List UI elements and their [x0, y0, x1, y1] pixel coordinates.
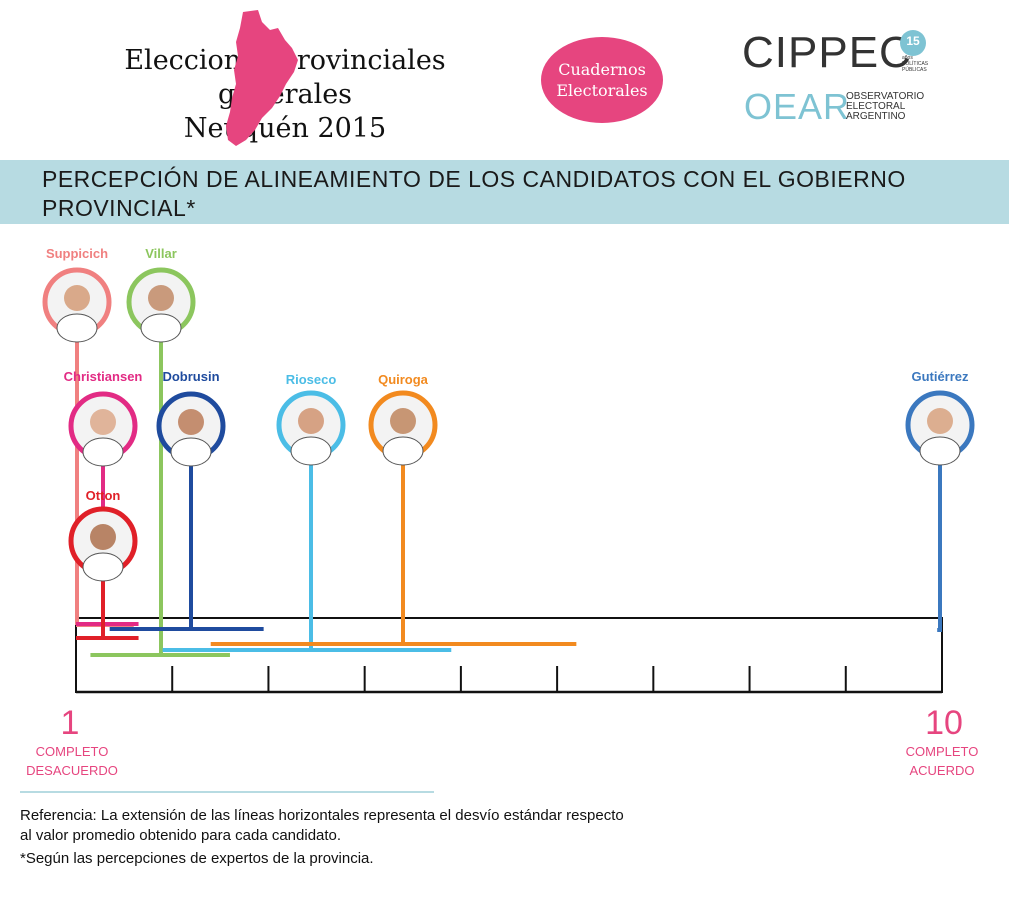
avatar-shoulders-icon	[82, 552, 124, 582]
candidate-otton: Otton	[68, 488, 139, 640]
avatar-face-icon	[148, 285, 174, 311]
candidate-dobrusin: Dobrusin	[109, 369, 264, 631]
avatar-face-icon	[64, 285, 90, 311]
axis-min-label: 1	[61, 704, 80, 742]
candidate-gutiérrez: Gutiérrez	[905, 369, 975, 632]
candidate-quiroga: Quiroga	[210, 372, 577, 646]
avatar-shoulders-icon	[56, 313, 98, 343]
province-map-icon	[226, 10, 298, 146]
title-band	[0, 160, 1009, 224]
axis-min-text-1: COMPLETO	[36, 744, 109, 759]
chart-title: PERCEPCIÓN DE ALINEAMIENTO DE LOS CANDID…	[42, 166, 906, 221]
avatar-face-icon	[90, 409, 116, 435]
axis-max-label: 10	[925, 704, 963, 742]
badge-line1: Cuadernos	[558, 60, 646, 79]
avatar-shoulders-icon	[170, 437, 212, 467]
candidate-christiansen: Christiansen	[64, 369, 143, 626]
candidate-villar: Villar	[90, 246, 230, 657]
cippec-15-badge: 15	[900, 30, 926, 56]
candidate-name: Quiroga	[378, 372, 429, 387]
avatar-shoulders-icon	[290, 436, 332, 466]
cippec-subtitle: años POLÍTICAS PÚBLICAS	[902, 55, 928, 73]
reference-text: Referencia: La extensión de las líneas h…	[20, 806, 820, 846]
oear-sub3: ARGENTINO	[846, 111, 906, 122]
badge-line2: Electorales	[556, 81, 648, 100]
axis-min-text-2: DESACUERDO	[26, 763, 118, 778]
oear-subtitle: OBSERVATORIO ELECTORAL ARGENTINO	[846, 92, 924, 122]
axis-max-text-1: COMPLETO	[906, 744, 979, 759]
oear-logo: OEAR	[744, 86, 851, 127]
reference-line2: al valor promedio obtenido para cada can…	[20, 827, 342, 844]
cippec-logo: CIPPEC	[742, 28, 912, 77]
avatar-face-icon	[390, 408, 416, 434]
title-line2: Neuquén 2015	[183, 113, 387, 144]
candidate-name: Suppicich	[46, 246, 108, 261]
cippec-years-label: años	[902, 55, 913, 61]
candidate-name: Villar	[145, 246, 177, 261]
cippec-sub1: POLÍTICAS	[902, 61, 929, 67]
cippec-sub2: PÚBLICAS	[902, 67, 927, 73]
axis-max-text-2: ACUERDO	[909, 763, 974, 778]
oear-sub2: ELECTORAL	[846, 101, 906, 112]
candidate-rioseco: Rioseco	[162, 372, 452, 652]
avatar-face-icon	[178, 409, 204, 435]
oear-sub1: OBSERVATORIO	[846, 91, 925, 102]
avatar-shoulders-icon	[382, 436, 424, 466]
avatar-face-icon	[90, 524, 116, 550]
candidate-name: Otton	[86, 488, 121, 503]
avatar-face-icon	[298, 408, 324, 434]
avatar-shoulders-icon	[919, 436, 961, 466]
candidate-name: Dobrusin	[162, 369, 219, 384]
cippec-years: 15	[906, 34, 920, 48]
avatar-face-icon	[927, 408, 953, 434]
cuadernos-badge: Cuadernos Electorales	[541, 37, 663, 123]
avatar-shoulders-icon	[140, 313, 182, 343]
footnote: *Según las percepciones de expertos de l…	[20, 850, 374, 867]
candidate-name: Rioseco	[286, 372, 337, 387]
avatar-shoulders-icon	[82, 437, 124, 467]
candidate-name: Gutiérrez	[911, 369, 969, 384]
reference-line1: Referencia: La extensión de las líneas h…	[20, 807, 624, 824]
candidate-name: Christiansen	[64, 369, 143, 384]
